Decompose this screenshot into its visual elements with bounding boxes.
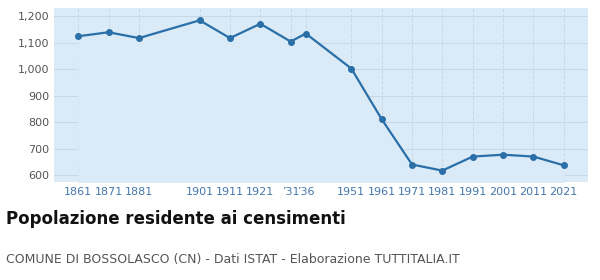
Text: Popolazione residente ai censimenti: Popolazione residente ai censimenti <box>6 210 346 228</box>
Text: COMUNE DI BOSSOLASCO (CN) - Dati ISTAT - Elaborazione TUTTITALIA.IT: COMUNE DI BOSSOLASCO (CN) - Dati ISTAT -… <box>6 253 460 266</box>
